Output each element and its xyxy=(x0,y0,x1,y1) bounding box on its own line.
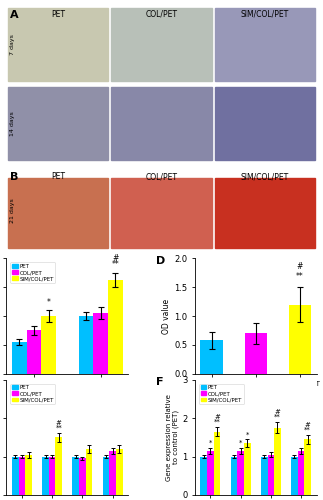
Text: 7 days: 7 days xyxy=(10,34,15,55)
Text: *: * xyxy=(245,432,249,438)
Bar xyxy=(41,316,56,374)
Text: **: ** xyxy=(214,419,221,425)
Bar xyxy=(26,330,41,374)
Text: **: ** xyxy=(56,425,62,431)
Text: **: ** xyxy=(296,272,304,281)
Text: D: D xyxy=(156,256,165,266)
Bar xyxy=(19,456,25,495)
Bar xyxy=(215,178,315,248)
Bar xyxy=(109,451,116,495)
Bar xyxy=(201,456,207,495)
Legend: PET, COL/PET, SIM/COL/PET: PET, COL/PET, SIM/COL/PET xyxy=(10,384,55,404)
Bar xyxy=(201,340,223,374)
Bar xyxy=(231,456,237,495)
Bar xyxy=(8,178,108,248)
Bar xyxy=(78,316,93,374)
Text: #: # xyxy=(56,420,62,426)
Text: A: A xyxy=(10,10,18,20)
Text: 14 days: 14 days xyxy=(10,112,15,136)
Text: #: # xyxy=(297,262,303,271)
Text: F: F xyxy=(156,378,163,388)
Y-axis label: Gene expression relative
to control (PET): Gene expression relative to control (PET… xyxy=(166,394,179,481)
Text: #: # xyxy=(214,414,220,420)
Bar xyxy=(72,456,79,495)
Bar xyxy=(207,451,214,495)
Bar xyxy=(8,8,108,81)
Bar xyxy=(237,451,244,495)
Bar xyxy=(79,458,86,495)
Bar xyxy=(267,454,274,495)
Text: #: # xyxy=(305,422,311,428)
Bar xyxy=(111,88,212,160)
Bar xyxy=(245,334,267,374)
Text: #: # xyxy=(275,410,280,416)
Text: COL/PET: COL/PET xyxy=(145,10,178,19)
Bar xyxy=(111,8,212,81)
Bar xyxy=(244,443,251,495)
Bar xyxy=(289,304,311,374)
Bar xyxy=(86,449,92,495)
Bar xyxy=(49,456,56,495)
Text: PET: PET xyxy=(51,172,65,181)
Bar xyxy=(103,456,109,495)
Text: *: * xyxy=(47,298,51,307)
Text: **: ** xyxy=(111,260,119,270)
Text: **: ** xyxy=(274,414,281,420)
Bar xyxy=(56,438,62,495)
X-axis label: Days: Days xyxy=(57,396,78,405)
Bar xyxy=(12,342,26,374)
Text: *: * xyxy=(239,440,242,446)
X-axis label: Group: Group xyxy=(243,393,269,402)
Bar xyxy=(111,178,212,248)
Legend: PET, COL/PET, SIM/COL/PET: PET, COL/PET, SIM/COL/PET xyxy=(10,262,55,283)
Bar xyxy=(214,432,220,495)
Bar xyxy=(298,451,304,495)
Bar xyxy=(8,88,108,160)
Text: PET: PET xyxy=(51,10,65,19)
Bar xyxy=(261,456,267,495)
Bar xyxy=(42,456,49,495)
Bar xyxy=(215,88,315,160)
Text: B: B xyxy=(10,172,18,182)
Bar xyxy=(108,280,122,374)
Text: 21 days: 21 days xyxy=(10,198,15,224)
Bar xyxy=(274,428,281,495)
Text: SIM/COL/PET: SIM/COL/PET xyxy=(241,172,289,181)
Bar xyxy=(12,456,19,495)
Bar xyxy=(93,313,108,374)
Text: #: # xyxy=(112,254,119,262)
Bar xyxy=(25,454,32,495)
Bar xyxy=(291,456,298,495)
Bar xyxy=(116,449,122,495)
Y-axis label: OD value: OD value xyxy=(162,298,172,334)
Bar xyxy=(304,439,311,495)
Bar xyxy=(215,8,315,81)
Text: SIM/COL/PET: SIM/COL/PET xyxy=(241,10,289,19)
Legend: PET, COL/PET, SIM/COL/PET: PET, COL/PET, SIM/COL/PET xyxy=(199,384,244,404)
Text: COL/PET: COL/PET xyxy=(145,172,178,181)
Text: *: * xyxy=(209,440,212,446)
Text: **: ** xyxy=(304,426,311,432)
